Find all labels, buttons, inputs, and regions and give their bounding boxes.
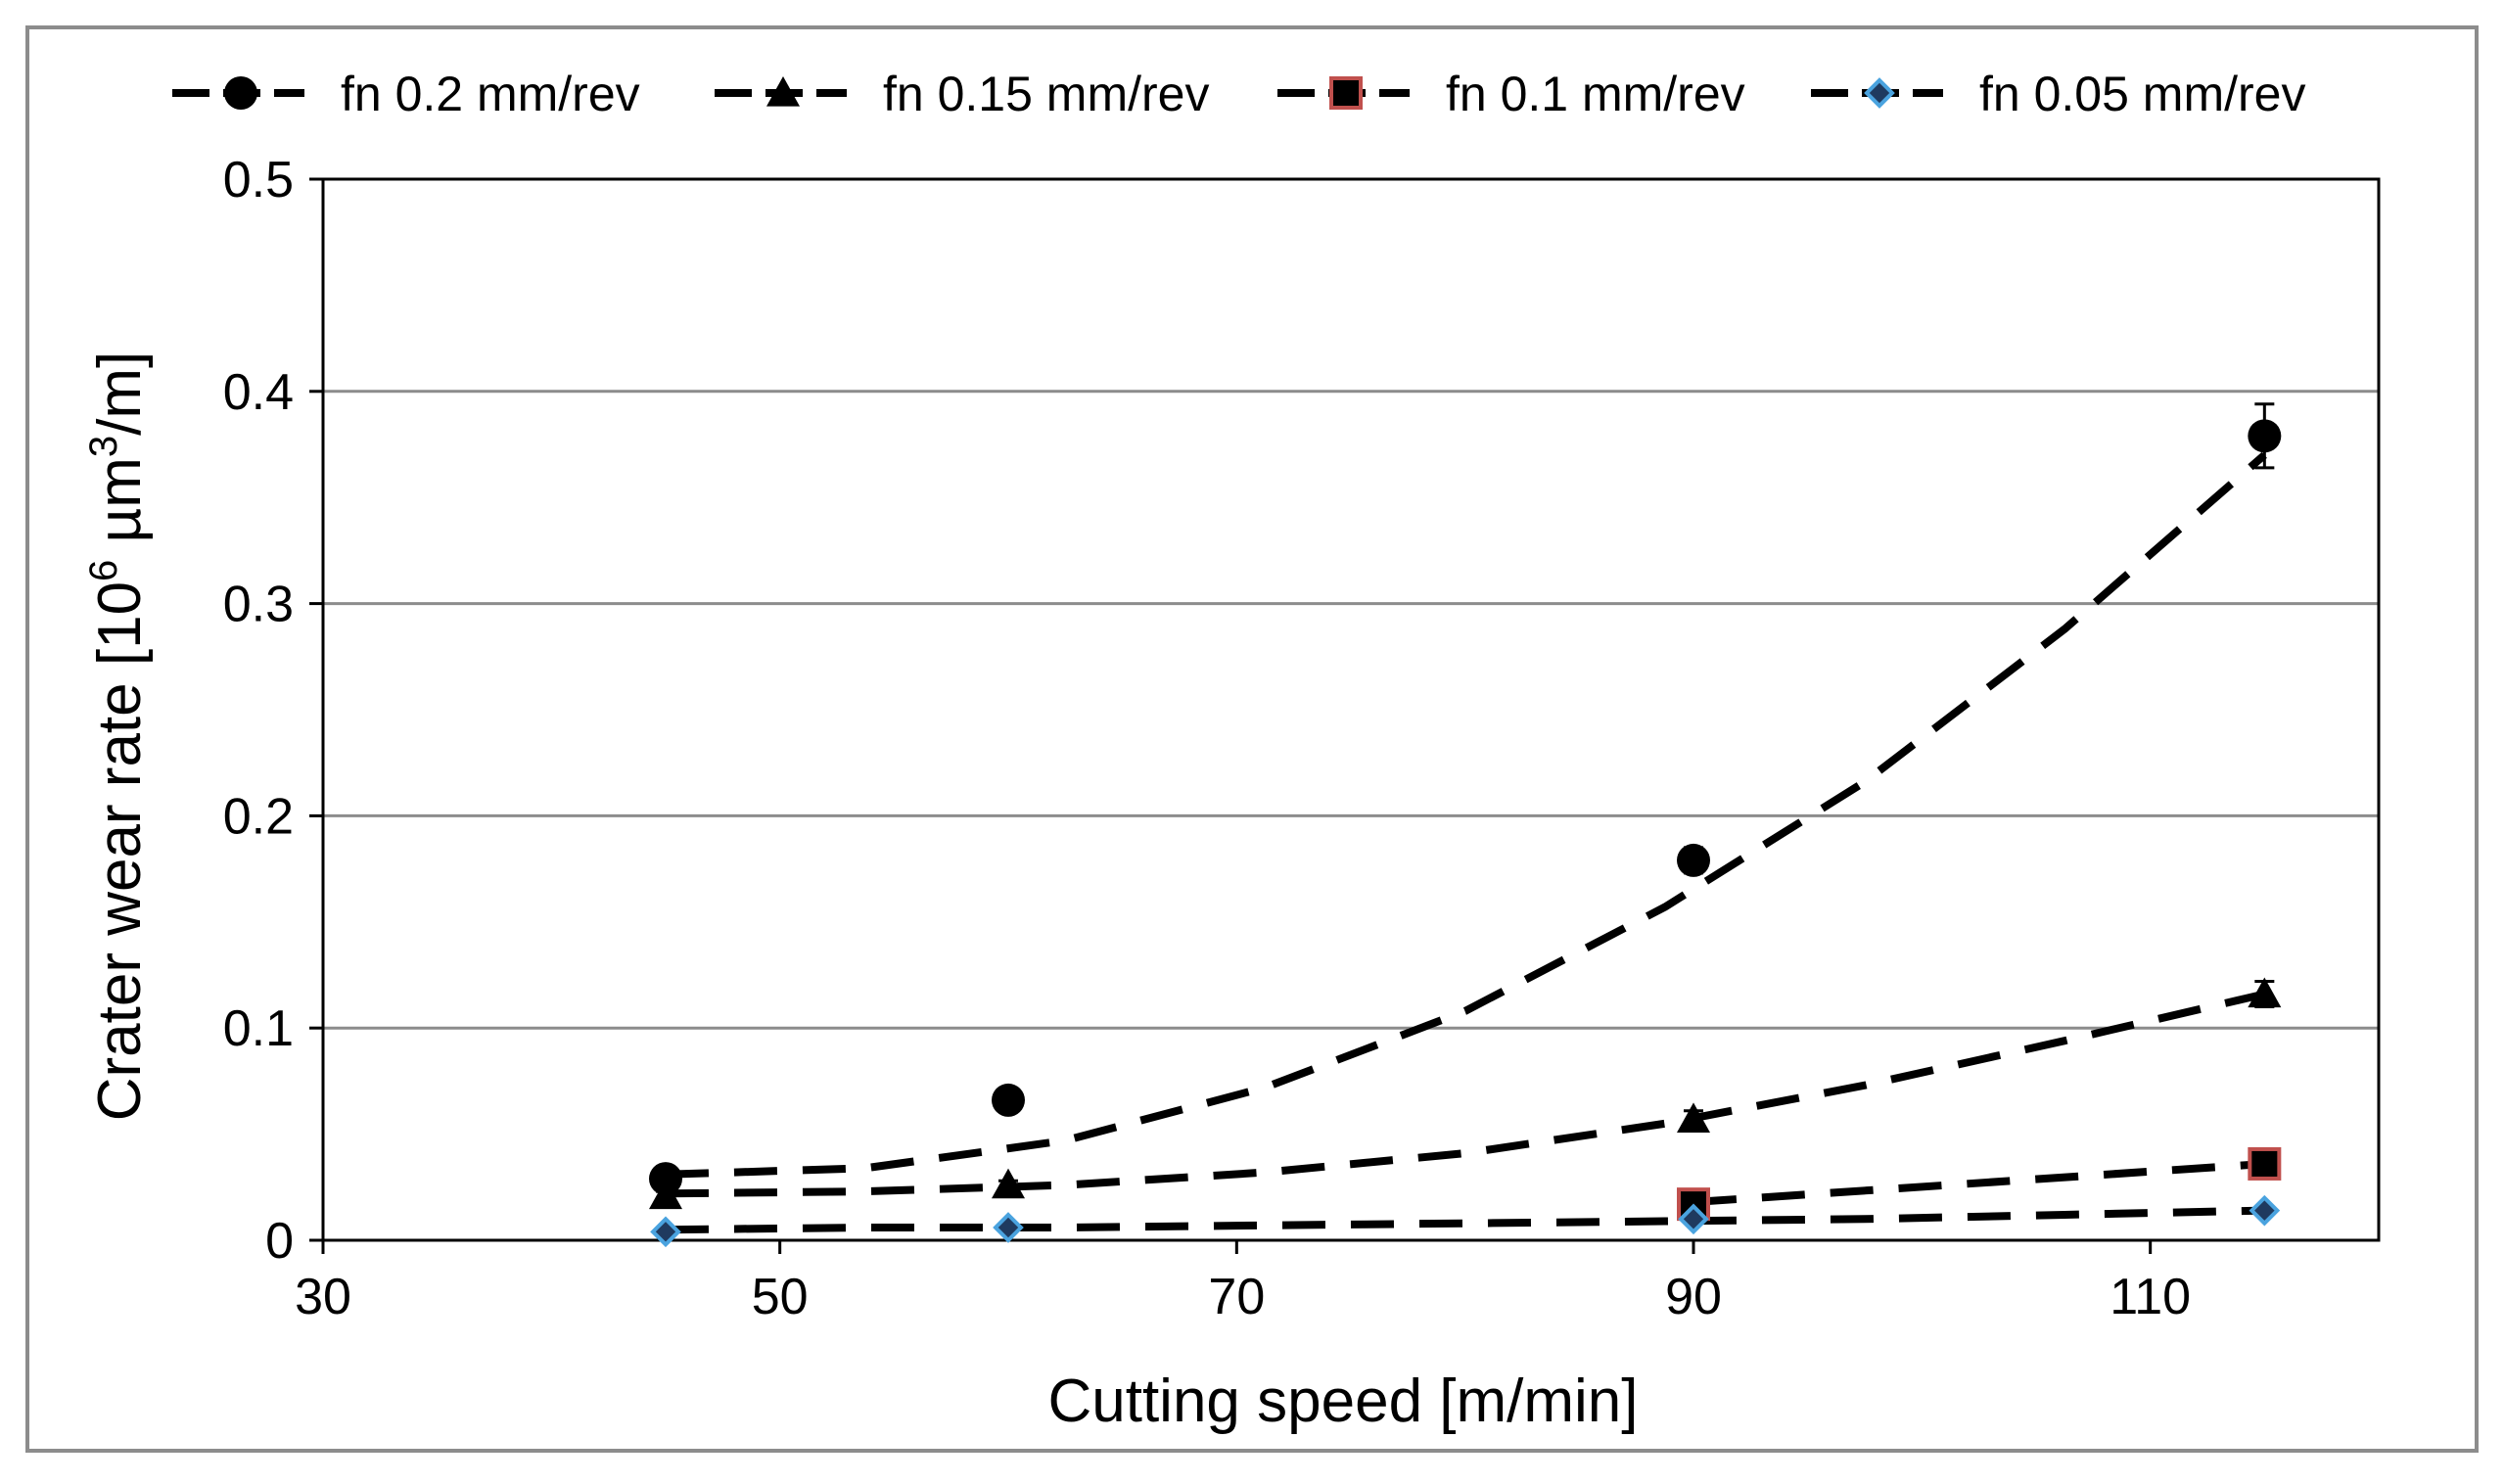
y-axis-title-superscript-1: 6 xyxy=(82,560,125,581)
trendline-diamond xyxy=(665,1206,2265,1234)
legend-label: fn 0.15 mm/rev xyxy=(883,67,1209,121)
x-tick-label: 110 xyxy=(2110,1269,2191,1325)
y-tick-label: 0.3 xyxy=(223,577,294,633)
data-point-diamond xyxy=(650,1216,681,1248)
data-point-triangle xyxy=(2248,977,2282,1008)
y-tick-label: 0 xyxy=(265,1213,294,1270)
legend-label: fn 0.1 mm/rev xyxy=(1446,67,1745,121)
legend-item: fn 0.1 mm/rev xyxy=(1277,67,1745,121)
data-point-circle xyxy=(649,1162,682,1196)
legend-marker-triangle xyxy=(766,76,800,107)
y-axis-title: Crater wear rate [106 µm3/m] xyxy=(82,351,154,1122)
y-axis-title-part-3: /m] xyxy=(86,351,154,436)
data-point-circle xyxy=(2248,419,2282,453)
x-axis-ticks: 30 50 70 90 110 xyxy=(295,1240,2191,1325)
data-point-circle xyxy=(1677,843,1710,877)
data-point-triangle xyxy=(649,1179,682,1210)
y-axis-title-superscript-2: 3 xyxy=(82,436,125,457)
y-tick-label: 0.4 xyxy=(223,364,294,421)
data-point-triangle xyxy=(992,1168,1025,1199)
data-point-diamond xyxy=(2249,1194,2281,1227)
legend-label: fn 0.2 mm/rev xyxy=(341,67,640,121)
data-point-diamond xyxy=(993,1212,1024,1243)
y-axis-ticks: 0 0.1 0.2 0.3 0.4 0.5 xyxy=(223,152,323,1270)
x-axis-title: Cutting speed [m/min] xyxy=(1047,1368,1638,1435)
data-points xyxy=(649,402,2282,1248)
data-point-diamond xyxy=(1678,1203,1709,1235)
legend-marker-circle xyxy=(224,76,257,110)
data-point-circle xyxy=(992,1083,1025,1117)
legend-item: fn 0.2 mm/rev xyxy=(172,67,640,121)
plot-area-border xyxy=(321,177,2381,1242)
trendline-circle xyxy=(665,451,2267,1179)
trendline-triangle xyxy=(665,990,2266,1198)
legend-marker-diamond xyxy=(1864,77,1895,109)
legend-marker-square xyxy=(1329,76,1363,110)
data-point-square xyxy=(2248,1146,2282,1181)
legend: fn 0.2 mm/rev fn 0.15 mm/rev fn 0.1 mm/rev… xyxy=(172,67,2305,121)
y-tick-label: 0.1 xyxy=(223,1000,294,1057)
y-axis-title-part-2: µm xyxy=(86,457,154,560)
y-tick-label: 0.5 xyxy=(223,152,294,209)
legend-item: fn 0.15 mm/rev xyxy=(715,67,1209,121)
grid-lines xyxy=(323,390,2379,1030)
x-tick-label: 90 xyxy=(1665,1269,1722,1325)
y-axis-title-part-1: Crater wear rate [10 xyxy=(86,581,154,1121)
trendline-square xyxy=(1693,1160,2265,1206)
x-tick-label: 30 xyxy=(295,1269,351,1325)
x-tick-label: 70 xyxy=(1208,1269,1265,1325)
data-point-triangle xyxy=(1677,1102,1710,1134)
x-tick-label: 50 xyxy=(752,1269,809,1325)
legend-item: fn 0.05 mm/rev xyxy=(1811,67,2305,121)
legend-label: fn 0.05 mm/rev xyxy=(1979,67,2305,121)
y-tick-label: 0.2 xyxy=(223,788,294,845)
trend-lines xyxy=(665,451,2267,1234)
